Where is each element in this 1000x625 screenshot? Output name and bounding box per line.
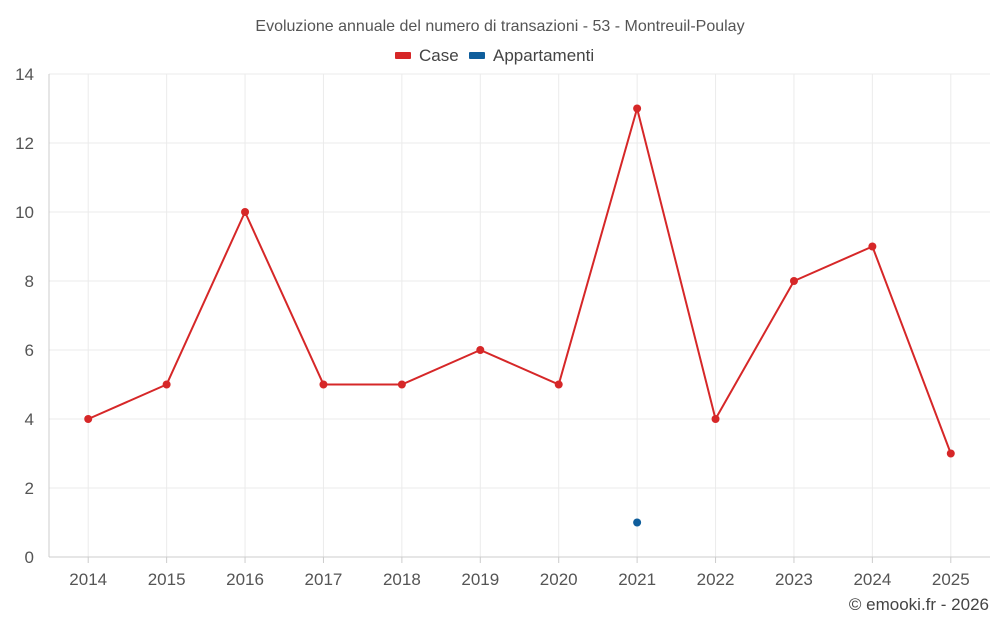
- legend-swatch-appartamenti: [469, 52, 485, 59]
- data-point-case-2019[interactable]: [476, 346, 485, 354]
- data-point-case-2020[interactable]: [554, 380, 563, 389]
- y-tick-label: 2: [25, 479, 34, 498]
- y-tick-label: 0: [25, 548, 34, 567]
- x-tick-label: 2024: [853, 570, 891, 589]
- credit-text: © emooki.fr - 2026: [849, 595, 989, 614]
- series-line-case: [87, 107, 952, 454]
- data-point-appartamenti-2021[interactable]: [633, 518, 642, 527]
- legend: Case Appartamenti: [395, 46, 594, 65]
- x-tick-label: 2022: [697, 570, 735, 589]
- legend-label-appartamenti[interactable]: Appartamenti: [493, 46, 594, 65]
- y-tick-label: 6: [25, 341, 34, 360]
- data-point-case-2021[interactable]: [633, 104, 642, 113]
- y-axis: 0 2 4 6 8 10 12 14: [15, 65, 34, 567]
- x-tick-label: 2023: [775, 570, 813, 589]
- data-point-case-2014[interactable]: [84, 415, 93, 423]
- x-tick-label: 2020: [540, 570, 578, 589]
- legend-swatch-case: [395, 52, 411, 59]
- data-point-case-2016[interactable]: [241, 208, 250, 216]
- data-point-case-2018[interactable]: [397, 380, 406, 389]
- x-tick-label: 2015: [148, 570, 186, 589]
- gridlines: [48, 73, 990, 558]
- data-point-case-2024[interactable]: [868, 242, 877, 251]
- legend-label-case[interactable]: Case: [419, 46, 459, 65]
- x-tick-label: 2019: [461, 570, 499, 589]
- x-tick-label: 2017: [305, 570, 343, 589]
- data-point-case-2015[interactable]: [162, 380, 171, 389]
- data-point-case-2017[interactable]: [319, 380, 328, 389]
- y-tick-label: 10: [15, 203, 34, 222]
- x-tick-label: 2016: [226, 570, 264, 589]
- x-tick-label: 2014: [69, 570, 107, 589]
- y-tick-label: 4: [25, 410, 34, 429]
- x-tick-label: 2018: [383, 570, 421, 589]
- y-tick-label: 8: [25, 272, 34, 291]
- y-tick-label: 14: [15, 65, 34, 84]
- x-axis: 2014 2015 2016 2017 2018 2019 2020 2021 2022 2023…: [69, 557, 970, 589]
- x-tick-label: 2025: [932, 570, 970, 589]
- data-point-case-2025[interactable]: [946, 449, 955, 458]
- x-tick-label: 2021: [618, 570, 656, 589]
- y-tick-label: 12: [15, 134, 34, 153]
- plot-area: [84, 104, 955, 527]
- data-point-case-2023[interactable]: [789, 277, 798, 285]
- data-point-case-2022[interactable]: [711, 415, 720, 423]
- chart-title: Evoluzione annuale del numero di transaz…: [255, 18, 744, 35]
